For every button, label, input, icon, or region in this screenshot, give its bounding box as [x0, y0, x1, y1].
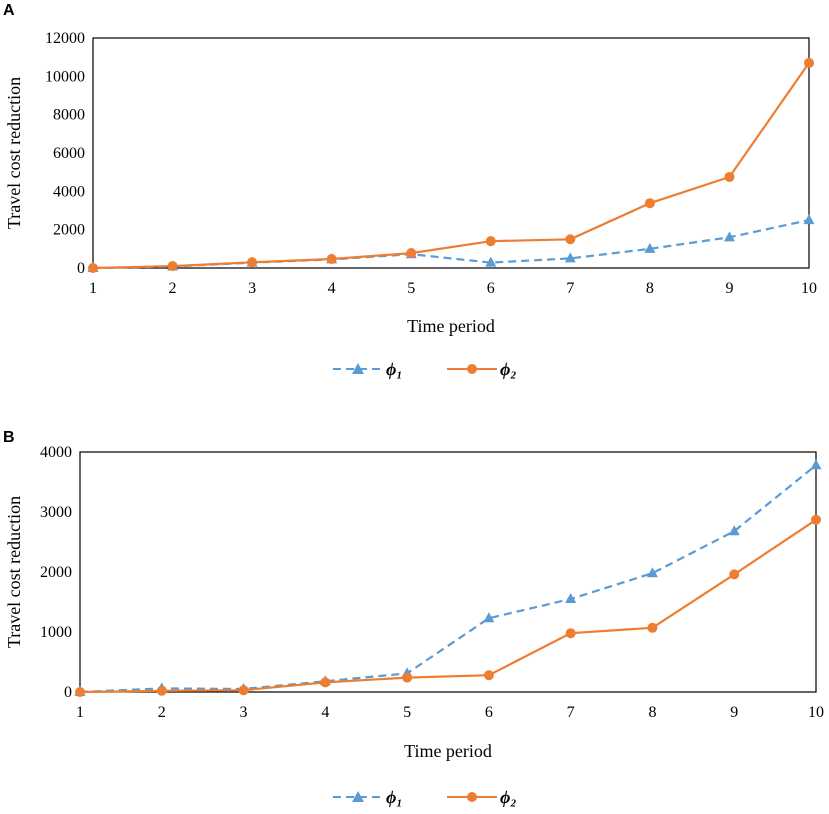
data-point-series-1	[803, 214, 815, 225]
legend-circle-icon	[467, 364, 477, 374]
legend-label-series-2: ϕ₂	[500, 787, 517, 807]
legend-circle-icon	[467, 792, 477, 802]
data-point-series-2	[320, 677, 331, 688]
data-point-series-2	[88, 263, 98, 273]
data-point-series-1	[565, 593, 577, 603]
data-point-series-2	[647, 622, 658, 633]
x-tick-labels: 1 2 3 4 5 6 7 8 9 10	[76, 704, 824, 721]
chart-panel-a: A Travel cost reduction Time period 0 200…	[3, 2, 817, 379]
data-point-series-1	[483, 612, 495, 623]
y-tick-label: 2000	[40, 564, 72, 581]
data-point-series-2	[485, 236, 496, 247]
x-tick-label: 10	[808, 704, 824, 721]
legend-label-series-2: ϕ₂	[500, 359, 517, 379]
series-line-2	[92, 62, 810, 270]
y-tick-label: 10000	[45, 68, 85, 85]
data-point-series-2	[644, 198, 655, 209]
series-layer	[74, 459, 822, 697]
data-point-series-1	[564, 252, 576, 263]
data-point-series-2	[565, 628, 576, 639]
x-tick-label: 6	[487, 280, 495, 297]
y-tick-label: 4000	[40, 444, 72, 461]
data-point-series-2	[156, 685, 167, 696]
x-tick-labels: 1 2 3 4 5 6 7 8 9 10	[89, 280, 817, 297]
x-tick-label: 1	[89, 280, 97, 297]
data-point-series-2	[724, 171, 735, 182]
x-tick-label: 4	[321, 704, 329, 721]
series-layer	[87, 57, 815, 273]
data-point-series-1	[646, 567, 658, 578]
panel-label: B	[3, 429, 15, 446]
x-axis-title: Time period	[404, 741, 492, 761]
x-tick-label: 2	[169, 280, 177, 297]
y-axis-title: Travel cost reduction	[4, 77, 24, 229]
x-tick-label: 6	[485, 704, 493, 721]
data-point-series-2	[167, 261, 178, 272]
x-tick-label: 2	[158, 704, 166, 721]
y-tick-label: 2000	[53, 222, 85, 239]
x-axis-title: Time period	[407, 316, 495, 336]
x-tick-label: 9	[725, 280, 733, 297]
x-tick-label: 7	[566, 280, 574, 297]
legend: ϕ₁ ϕ₂	[333, 787, 517, 807]
data-point-series-2	[406, 248, 417, 259]
series-line-2	[79, 518, 817, 694]
x-tick-label: 1	[76, 704, 84, 721]
y-tick-label: 6000	[53, 145, 85, 162]
y-axis-title: Travel cost reduction	[4, 496, 24, 648]
plot-frame	[79, 451, 817, 693]
data-point-series-2	[729, 569, 740, 580]
x-tick-label: 3	[248, 280, 256, 297]
legend-label-series-1: ϕ₁	[386, 787, 403, 807]
data-point-series-2	[326, 253, 337, 264]
data-point-series-1	[644, 242, 656, 253]
legend-triangle-icon	[352, 363, 364, 374]
legend-label-series-1: ϕ₁	[386, 359, 403, 379]
y-tick-label: 0	[77, 260, 85, 277]
plot-frame	[92, 37, 810, 269]
series-line-1	[92, 219, 810, 270]
data-point-series-2	[804, 57, 814, 68]
chart-panel-b: B Travel cost reduction Time period 0100…	[3, 429, 824, 807]
data-point-series-2	[75, 687, 85, 697]
legend-triangle-icon	[352, 791, 364, 802]
data-point-series-2	[247, 257, 258, 268]
data-point-series-1	[723, 231, 735, 242]
x-tick-label: 7	[567, 704, 575, 721]
data-point-series-2	[238, 685, 249, 696]
y-tick-label: 1000	[40, 624, 72, 641]
data-point-series-1	[728, 525, 740, 536]
legend: ϕ₁ ϕ₂	[333, 359, 517, 379]
y-tick-label: 8000	[53, 107, 85, 124]
x-tick-label: 8	[646, 280, 654, 297]
series-line-1	[79, 464, 817, 694]
y-tick-label: 4000	[53, 183, 85, 200]
y-tick-label: 3000	[40, 504, 72, 521]
x-tick-label: 10	[801, 280, 817, 297]
y-tick-labels: 0 2000 4000 6000 8000 10000 12000	[45, 30, 85, 277]
data-point-series-2	[811, 514, 821, 525]
panel-label: A	[3, 2, 15, 19]
data-point-series-2	[565, 234, 576, 245]
x-tick-label: 5	[403, 704, 411, 721]
data-point-series-1	[485, 256, 497, 267]
y-tick-labels: 0 1000 2000 3000 4000	[40, 444, 72, 701]
x-tick-label: 8	[648, 704, 656, 721]
data-point-series-2	[483, 670, 494, 681]
x-tick-label: 5	[407, 280, 415, 297]
data-point-series-1	[810, 459, 822, 470]
x-tick-label: 3	[240, 704, 248, 721]
x-tick-label: 9	[730, 704, 738, 721]
y-tick-label: 12000	[45, 30, 85, 47]
data-point-series-2	[402, 672, 413, 683]
y-tick-label: 0	[64, 684, 72, 701]
x-tick-label: 4	[328, 280, 336, 297]
